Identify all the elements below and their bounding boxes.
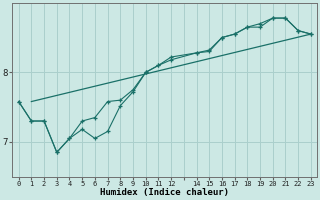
X-axis label: Humidex (Indice chaleur): Humidex (Indice chaleur) bbox=[100, 188, 229, 197]
